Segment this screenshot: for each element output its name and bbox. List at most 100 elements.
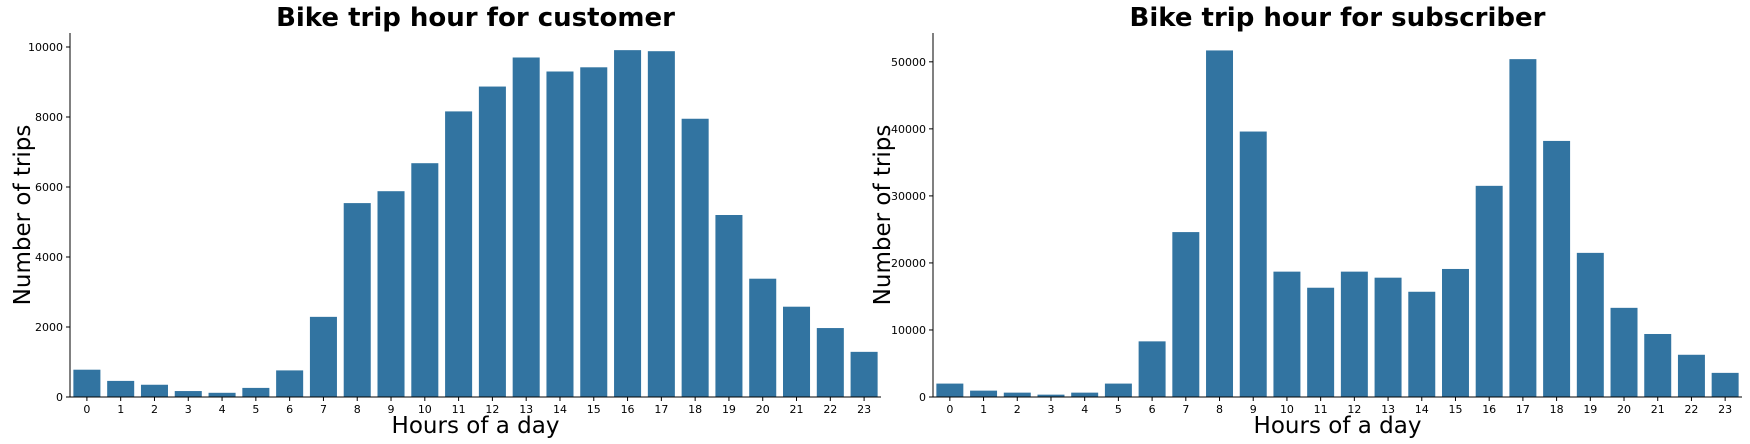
subscriber-x-tick-label: 10 [1280,403,1294,416]
subscriber-x-tick-label: 21 [1651,403,1665,416]
customer-y-tick-label: 0 [56,391,63,404]
customer-bar-hour-1 [107,380,135,397]
subscriber-y-tick-label: 20000 [891,257,926,270]
customer-x-tick-label: 4 [219,403,226,416]
subscriber-x-tick-label: 8 [1216,403,1223,416]
subscriber-x-tick-label: 14 [1415,403,1429,416]
customer-x-tick-label: 13 [519,403,533,416]
subscriber-y-tick-label: 30000 [891,190,926,203]
subscriber-y-tick-label: 50000 [891,56,926,69]
customer-x-tick-label: 23 [857,403,871,416]
customer-bar-hour-20 [749,278,777,397]
customer-x-tick-label: 19 [722,403,736,416]
subscriber-y-tick-label: 10000 [891,324,926,337]
subscriber-y-tick-label: 40000 [891,123,926,136]
subscriber-bar-hour-2 [1003,392,1031,397]
subscriber-x-tick-label: 17 [1516,403,1530,416]
customer-x-tick-label: 3 [185,403,192,416]
subscriber-bar-hour-9 [1239,131,1267,398]
subscriber-bar-hour-12 [1340,271,1368,397]
customer-x-tick-label: 8 [354,403,361,416]
customer-x-tick-label: 14 [553,403,567,416]
customer-x-tick-label: 10 [418,403,432,416]
customer-bar-hour-8 [343,203,371,397]
customer-bar-hour-18 [681,118,709,397]
customer-y-tick-label: 4000 [35,251,63,264]
subscriber-x-tick-label: 6 [1149,403,1156,416]
subscriber-x-tick-label: 4 [1081,403,1088,416]
subscriber-bar-hour-18 [1543,140,1571,397]
subscriber-bar-hour-4 [1071,392,1099,397]
subscriber-bar-hour-19 [1576,252,1604,397]
subscriber-x-axis-label: Hours of a day [1254,413,1422,439]
subscriber-bar-hour-0 [936,383,964,397]
subscriber-x-tick-label: 15 [1448,403,1462,416]
customer-bar-hour-21 [783,306,811,397]
subscriber-bar-hour-5 [1104,383,1132,397]
customer-bar-hour-16 [614,50,642,398]
subscriber-x-tick-label: 0 [946,403,953,416]
subscriber-bar-hour-20 [1610,307,1638,397]
subscriber-bar-hour-23 [1711,372,1739,397]
customer-bar-hour-13 [512,57,540,397]
subscriber-y-axis-label: Number of trips [870,125,896,306]
customer-x-tick-label: 20 [756,403,770,416]
customer-y-tick-label: 2000 [35,321,63,334]
customer-x-axis-label: Hours of a day [392,413,560,439]
subscriber-x-tick-label: 13 [1381,403,1395,416]
customer-x-tick-label: 16 [621,403,635,416]
customer-y-tick-label: 6000 [35,181,63,194]
subscriber-bar-hour-21 [1644,333,1672,397]
customer-x-tick-label: 2 [151,403,158,416]
subscriber-x-tick-label: 9 [1250,403,1257,416]
subscriber-x-tick-label: 16 [1482,403,1496,416]
subscriber-x-tick-label: 3 [1047,403,1054,416]
subscriber-x-tick-label: 18 [1550,403,1564,416]
customer-bar-hour-22 [816,328,844,397]
subscriber-bar-hour-6 [1138,341,1166,397]
customer-x-tick-label: 1 [117,403,124,416]
customer-bar-hour-9 [377,191,405,397]
customer-x-tick-label: 0 [83,403,90,416]
subscriber-bar-hour-16 [1475,185,1503,397]
subscriber-bar-hour-1 [970,390,998,397]
customer-bar-hour-19 [715,215,743,397]
subscriber-bar-hour-14 [1408,291,1436,397]
subscriber-bar-hour-10 [1273,271,1301,397]
customer-x-tick-label: 18 [688,403,702,416]
customer-chart-title: Bike trip hour for customer [276,3,675,33]
customer-bar-hour-6 [276,370,304,397]
customer-x-tick-label: 17 [654,403,668,416]
subscriber-x-tick-label: 20 [1617,403,1631,416]
subscriber-x-tick-label: 11 [1314,403,1328,416]
customer-bar-hour-5 [242,387,270,397]
customer-y-tick-label: 8000 [35,111,63,124]
subscriber-bar-hour-13 [1374,277,1402,397]
subscriber-x-tick-label: 2 [1014,403,1021,416]
customer-bar-hour-2 [140,384,168,397]
customer-bar-hour-17 [647,51,675,397]
subscriber-x-tick-label: 5 [1115,403,1122,416]
subscriber-x-tick-label: 19 [1583,403,1597,416]
customer-bar-hour-11 [445,111,473,398]
subscriber-bar-hour-3 [1037,394,1065,397]
subscriber-bar-hour-17 [1509,59,1537,397]
customer-bar-hour-14 [546,71,574,397]
customer-x-tick-label: 5 [252,403,259,416]
subscriber-x-tick-label: 1 [980,403,987,416]
customer-bar-hour-4 [208,392,236,397]
customer-x-tick-label: 22 [823,403,837,416]
customer-x-tick-label: 12 [485,403,499,416]
subscriber-x-tick-label: 22 [1684,403,1698,416]
customer-bar-hour-10 [411,163,439,397]
subscriber-chart-title: Bike trip hour for subscriber [1130,3,1546,33]
subscriber-x-tick-label: 23 [1718,403,1732,416]
customer-bar-hour-23 [850,351,878,397]
subscriber-bar-hour-22 [1677,354,1705,397]
customer-x-tick-label: 7 [320,403,327,416]
customer-x-tick-label: 15 [587,403,601,416]
subscriber-bar-hour-8 [1206,50,1234,398]
